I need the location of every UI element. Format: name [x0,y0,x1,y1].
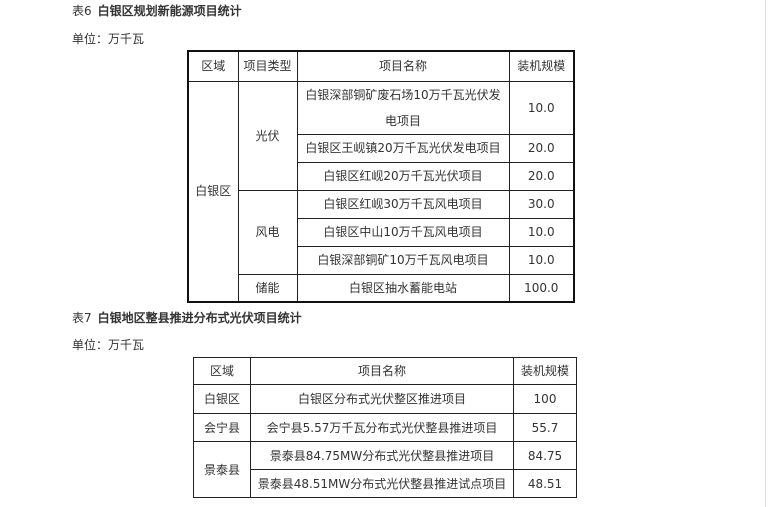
name-cell: 白银区中山10万千瓦风电项目 [296,217,510,247]
header-cell: 装机规模 [513,357,577,385]
value-cell: 20.0 [508,133,575,163]
page-edge-divider [765,0,766,507]
table-row: 风电 白银区红岘30万千瓦风电项目 30.0 [188,189,575,275]
table-row: 景泰县48.51MW分布式光伏整县推进试点项目 48.51 [194,469,577,498]
header-cell: 区域 [193,357,251,385]
type-cell: 风电 [237,189,298,275]
value-cell: 10.0 [508,217,575,247]
header-cell: 区域 [187,50,239,82]
table-row: 白银区 白银区分布式光伏整区推进项目 100 [193,384,577,414]
header-cell: 装机规模 [508,50,575,82]
name-cell: 景泰县84.75MW分布式光伏整县推进项目 [250,441,514,470]
value-cell: 30.0 [508,189,575,219]
table7-caption: 表7 白银地区整县推进分布式光伏项目统计 [72,309,302,326]
name-cell: 白银区抽水蓄能电站 [296,273,510,303]
name-cell: 白银深部铜矿10万千瓦风电项目 [296,245,510,275]
value-cell: 100.0 [508,273,575,303]
table7: 区域 项目名称 装机规模 白银区 白银区分布式光伏整区推进项目 100 会宁县 … [193,357,577,498]
region-cell: 白银区 [187,80,239,303]
name-cell: 白银深部铜矿废石场10万千瓦光伏发电项目 [296,80,510,135]
table-row: 白银区中山10万千瓦风电项目 10.0 [188,217,575,247]
type-cell: 光伏 [237,80,298,191]
region-cell: 景泰县 [193,441,251,498]
value-cell: 55.7 [513,413,577,442]
value-cell: 84.75 [513,441,577,470]
table-row: 白银深部铜矿10万千瓦风电项目 10.0 [188,245,575,275]
value-cell: 10.0 [508,245,575,275]
table6-caption: 表6 白银区规划新能源项目统计 [72,2,242,19]
table6: 区域 项目类型 项目名称 装机规模 白银区 光伏 白银深部铜矿废石场10万千瓦光… [187,50,575,303]
region-cell: 白银区 [193,384,251,414]
header-cell: 项目名称 [296,50,510,82]
table-row: 白银区 光伏 白银深部铜矿废石场10万千瓦光伏发电项目 10.0 [187,80,575,303]
name-cell: 白银区王岘镇20万千瓦光伏发电项目 [296,133,510,163]
name-cell: 白银区红岘20万千瓦光伏项目 [296,161,510,191]
name-cell: 白银区红岘30万千瓦风电项目 [296,189,510,219]
table-row: 景泰县 景泰县84.75MW分布式光伏整县推进项目 84.75 [193,441,577,498]
name-cell: 会宁县5.57万千瓦分布式光伏整县推进项目 [250,413,514,442]
table7-label: 表7 [72,311,92,325]
value-cell: 20.0 [508,161,575,191]
table-header-row: 区域 项目名称 装机规模 [193,357,577,385]
table7-title: 白银地区整县推进分布式光伏项目统计 [97,311,302,325]
table6-unit: 单位：万千瓦 [72,32,145,46]
table-row: 白银区王岘镇20万千瓦光伏发电项目 20.0 [188,133,575,163]
type-cell: 储能 [237,273,298,303]
table-row: 会宁县 会宁县5.57万千瓦分布式光伏整县推进项目 55.7 [193,413,577,442]
value-cell: 10.0 [508,80,575,135]
name-cell: 景泰县48.51MW分布式光伏整县推进试点项目 [250,469,514,498]
table-header-row: 区域 项目类型 项目名称 装机规模 [187,50,575,82]
header-cell: 项目类型 [237,50,298,82]
table6-label: 表6 [72,4,92,18]
table7-unit: 单位：万千瓦 [72,338,145,352]
table-row: 储能 白银区抽水蓄能电站 100.0 [188,273,575,303]
value-cell: 100 [513,384,577,414]
value-cell: 48.51 [513,469,577,498]
region-cell: 会宁县 [193,413,251,442]
header-cell: 项目名称 [250,357,514,385]
table6-title: 白银区规划新能源项目统计 [97,4,242,18]
name-cell: 白银区分布式光伏整区推进项目 [250,384,514,414]
